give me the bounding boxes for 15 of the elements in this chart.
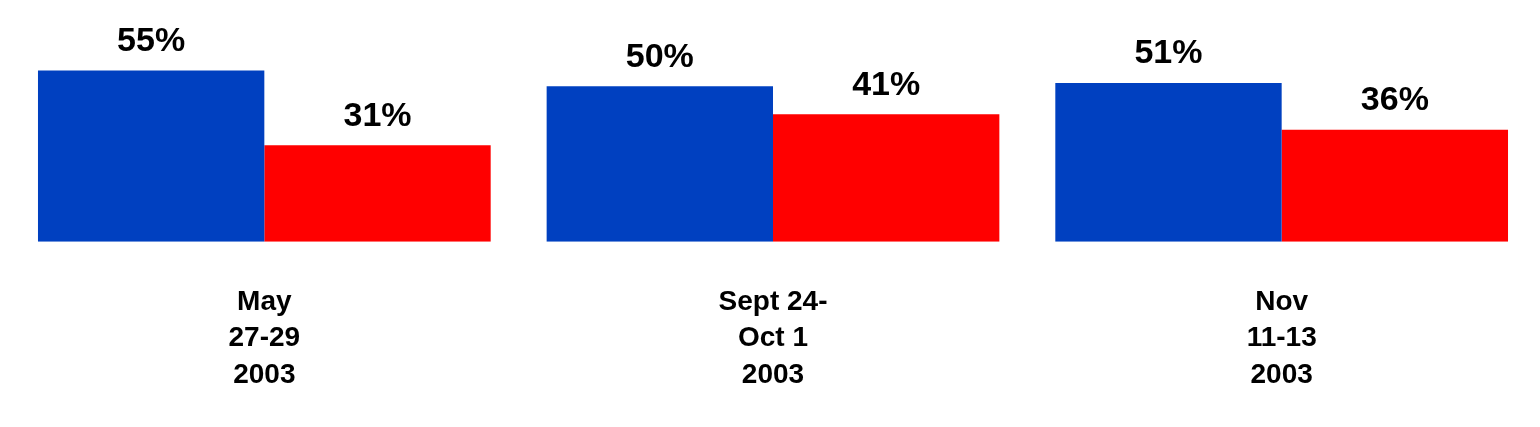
data-label: 31% <box>343 94 412 133</box>
bar <box>37 70 265 242</box>
bar <box>546 86 773 242</box>
data-label: 55% <box>117 19 186 58</box>
bar <box>264 145 491 242</box>
data-label: 51% <box>1134 32 1203 71</box>
bar <box>1281 129 1509 242</box>
bar <box>1055 83 1282 242</box>
data-label: 41% <box>852 63 921 102</box>
x-tick-label: Nov 11-13 2003 <box>1246 284 1317 389</box>
x-tick-label: May 27-29 2003 <box>228 284 301 389</box>
bar <box>773 114 1000 242</box>
data-label: 50% <box>625 35 694 74</box>
data-label: 36% <box>1360 79 1429 118</box>
x-tick-label: Sept 24- Oct 1 2003 <box>718 284 828 389</box>
